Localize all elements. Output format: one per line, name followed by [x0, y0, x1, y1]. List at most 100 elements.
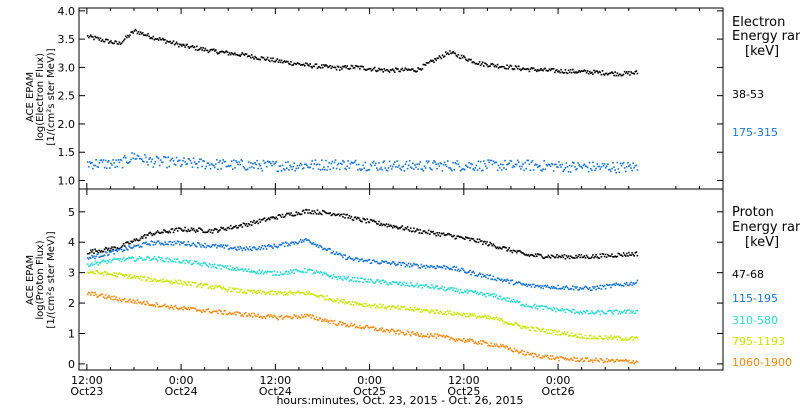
- data-point: [291, 64, 293, 66]
- data-point: [565, 285, 568, 287]
- data-point: [393, 330, 395, 332]
- data-point: [140, 246, 143, 248]
- data-point: [166, 305, 168, 308]
- data-point: [128, 161, 130, 164]
- data-point: [431, 334, 433, 337]
- data-point: [471, 163, 473, 166]
- data-point: [128, 36, 130, 38]
- data-point: [365, 324, 367, 327]
- data-point: [445, 165, 448, 168]
- data-point: [91, 254, 93, 257]
- data-point: [562, 357, 565, 359]
- data-point: [340, 276, 342, 278]
- data-point: [366, 305, 369, 307]
- data-point: [98, 272, 101, 275]
- data-point: [278, 315, 281, 318]
- data-point: [545, 355, 548, 358]
- data-point: [464, 56, 466, 59]
- data-point: [542, 308, 544, 311]
- data-point: [260, 271, 263, 273]
- data-point: [460, 236, 463, 238]
- data-point: [600, 166, 603, 168]
- data-point: [254, 291, 256, 293]
- data-point: [246, 315, 249, 317]
- data-point: [96, 261, 98, 263]
- data-point: [534, 163, 537, 165]
- data-point: [352, 259, 355, 262]
- data-point: [321, 272, 323, 274]
- data-point: [455, 163, 458, 165]
- data-point: [334, 214, 337, 217]
- data-point: [570, 288, 573, 290]
- data-point: [525, 167, 527, 170]
- data-point: [153, 278, 156, 280]
- data-point: [586, 287, 589, 290]
- data-point: [605, 336, 608, 339]
- data-point: [256, 220, 258, 223]
- data-point: [459, 314, 462, 316]
- data-point: [251, 270, 253, 272]
- data-point: [403, 69, 406, 71]
- data-point: [514, 350, 517, 353]
- data-point: [423, 63, 426, 66]
- data-point: [271, 315, 273, 318]
- data-point: [605, 72, 608, 75]
- data-point: [136, 32, 139, 35]
- data-point: [250, 162, 252, 164]
- data-point: [425, 335, 428, 338]
- data-point: [484, 314, 486, 317]
- data-point: [194, 281, 197, 284]
- data-point: [626, 71, 628, 73]
- data-point: [489, 294, 491, 296]
- data-point: [544, 67, 547, 70]
- data-point: [601, 162, 604, 165]
- data-point: [568, 288, 571, 291]
- data-point: [516, 159, 519, 162]
- data-point: [573, 334, 575, 337]
- data-point: [439, 266, 442, 269]
- data-point: [216, 310, 218, 313]
- data-point: [253, 246, 255, 248]
- data-point: [278, 243, 281, 246]
- data-point: [618, 253, 621, 255]
- data-point: [579, 286, 581, 289]
- data-point: [442, 312, 445, 315]
- data-point: [502, 246, 504, 248]
- data-point: [327, 298, 329, 301]
- data-point: [89, 265, 91, 267]
- data-point: [581, 70, 584, 72]
- data-point: [99, 159, 102, 162]
- data-point: [211, 311, 214, 313]
- data-point: [351, 301, 354, 303]
- data-point: [226, 165, 229, 168]
- data-point: [179, 307, 181, 310]
- data-point: [111, 273, 113, 275]
- data-point: [354, 64, 357, 67]
- data-point: [415, 166, 417, 168]
- data-point: [224, 228, 227, 231]
- data-point: [228, 227, 231, 230]
- data-point: [241, 52, 244, 54]
- data-point: [417, 286, 419, 289]
- data-point: [608, 72, 610, 75]
- data-point: [479, 64, 482, 67]
- data-point: [282, 317, 285, 319]
- data-point: [441, 54, 444, 56]
- data-point: [444, 164, 447, 166]
- data-point: [211, 263, 214, 266]
- data-point: [133, 30, 136, 32]
- data-point: [493, 162, 496, 164]
- data-point: [390, 262, 393, 265]
- data-point: [427, 160, 430, 162]
- data-point: [486, 64, 488, 66]
- data-point: [415, 71, 417, 73]
- data-point: [476, 238, 479, 241]
- data-point: [498, 66, 501, 68]
- data-point: [604, 72, 607, 75]
- data-point: [478, 238, 481, 241]
- data-point: [262, 218, 265, 220]
- data-point: [449, 338, 451, 341]
- data-point: [612, 313, 614, 315]
- data-point: [612, 283, 614, 286]
- data-point: [302, 271, 305, 274]
